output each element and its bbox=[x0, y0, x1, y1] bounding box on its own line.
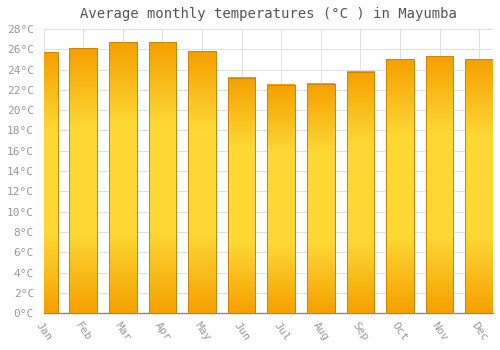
Bar bbox=[228, 78, 256, 313]
Bar bbox=[30, 52, 58, 313]
Bar bbox=[109, 42, 136, 313]
Bar bbox=[148, 42, 176, 313]
Title: Average monthly temperatures (°C ) in Mayumba: Average monthly temperatures (°C ) in Ma… bbox=[80, 7, 457, 21]
Bar bbox=[466, 60, 493, 313]
Bar bbox=[386, 60, 414, 313]
Bar bbox=[188, 51, 216, 313]
Bar bbox=[70, 48, 97, 313]
Bar bbox=[346, 72, 374, 313]
Bar bbox=[426, 56, 454, 313]
Bar bbox=[346, 72, 374, 313]
Bar bbox=[268, 85, 295, 313]
Bar bbox=[466, 60, 493, 313]
Bar bbox=[268, 85, 295, 313]
Bar bbox=[109, 42, 136, 313]
Bar bbox=[426, 56, 454, 313]
Bar bbox=[307, 84, 334, 313]
Bar bbox=[228, 78, 256, 313]
Bar bbox=[30, 52, 58, 313]
Bar bbox=[188, 51, 216, 313]
Bar bbox=[307, 84, 334, 313]
Bar bbox=[70, 48, 97, 313]
Bar bbox=[386, 60, 414, 313]
Bar bbox=[148, 42, 176, 313]
